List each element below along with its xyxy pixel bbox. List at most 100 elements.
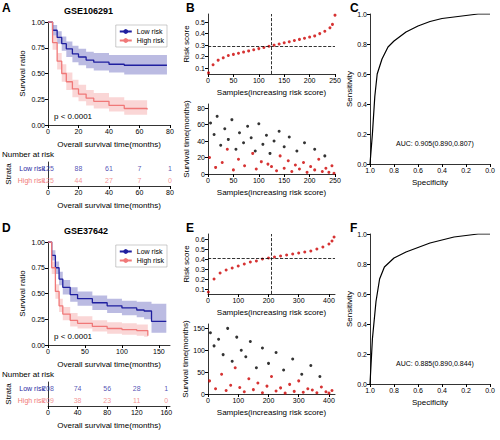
svg-text:80: 80: [103, 409, 111, 416]
svg-text:GSE106291: GSE106291: [64, 6, 113, 16]
svg-text:20: 20: [75, 189, 83, 196]
svg-text:200: 200: [304, 77, 316, 84]
svg-text:1.0: 1.0: [357, 231, 367, 238]
svg-text:50: 50: [81, 348, 89, 355]
svg-text:40: 40: [197, 138, 205, 145]
svg-text:Overall survival time(months): Overall survival time(months): [57, 201, 161, 210]
svg-text:100: 100: [193, 347, 205, 354]
svg-text:Survival ratio: Survival ratio: [18, 50, 27, 97]
svg-text:0.25: 0.25: [31, 316, 45, 323]
svg-text:74: 74: [74, 385, 82, 392]
svg-text:Risk score: Risk score: [182, 25, 191, 63]
svg-text:40: 40: [105, 189, 113, 196]
svg-text:208: 208: [42, 385, 54, 392]
svg-text:0: 0: [201, 171, 205, 178]
svg-text:0: 0: [46, 348, 50, 355]
svg-text:p < 0.0001: p < 0.0001: [54, 112, 93, 121]
svg-text:p < 0.0001: p < 0.0001: [54, 332, 93, 341]
svg-text:Samples(increasing risk score): Samples(increasing risk score): [217, 88, 327, 97]
svg-text:AUC: 0.905(0.890,0.807): AUC: 0.905(0.890,0.807): [396, 140, 474, 148]
svg-text:AUC: 0.885(0.890,0.844): AUC: 0.885(0.890,0.844): [396, 360, 474, 368]
svg-text:0.4: 0.4: [437, 387, 447, 394]
svg-text:80: 80: [197, 105, 205, 112]
svg-text:60: 60: [136, 128, 144, 135]
svg-text:100: 100: [232, 397, 244, 404]
svg-text:1.00: 1.00: [31, 239, 45, 246]
svg-text:GSE37642: GSE37642: [64, 226, 108, 236]
svg-text:Samples(increasing risk score): Samples(increasing risk score): [217, 308, 327, 317]
svg-text:0.00: 0.00: [31, 122, 45, 129]
svg-text:125: 125: [42, 177, 54, 184]
svg-text:0.75: 0.75: [31, 44, 45, 51]
svg-text:56: 56: [103, 385, 111, 392]
svg-text:0.6: 0.6: [357, 291, 367, 298]
svg-text:27: 27: [105, 177, 113, 184]
svg-text:0.5: 0.5: [195, 246, 205, 253]
svg-text:Low risk: Low risk: [137, 248, 163, 255]
svg-text:Overall survival time(months): Overall survival time(months): [57, 360, 161, 369]
svg-text:200: 200: [304, 177, 316, 184]
svg-text:0: 0: [168, 177, 172, 184]
svg-text:0.2: 0.2: [195, 276, 205, 283]
svg-text:0: 0: [206, 297, 210, 304]
svg-text:Sensitivity: Sensitivity: [345, 291, 354, 327]
svg-text:100: 100: [253, 77, 265, 84]
svg-text:150: 150: [153, 348, 165, 355]
svg-text:Strata: Strata: [4, 383, 13, 405]
svg-text:1.0: 1.0: [365, 167, 375, 174]
svg-text:0.2: 0.2: [357, 351, 367, 358]
svg-text:Survival time(months): Survival time(months): [181, 320, 190, 398]
svg-text:Samples(increasing risk score): Samples(increasing risk score): [217, 408, 327, 417]
svg-text:0.8: 0.8: [389, 167, 399, 174]
svg-text:0: 0: [164, 397, 168, 404]
svg-text:0.2: 0.2: [195, 53, 205, 60]
svg-text:Number at risk: Number at risk: [2, 150, 55, 159]
svg-text:0.00: 0.00: [31, 342, 45, 349]
svg-text:0.3: 0.3: [195, 266, 205, 273]
svg-text:B: B: [186, 1, 195, 15]
svg-text:0.75: 0.75: [31, 264, 45, 271]
svg-text:80: 80: [166, 128, 174, 135]
svg-text:Number at risk: Number at risk: [2, 370, 55, 379]
svg-text:250: 250: [329, 177, 341, 184]
svg-text:1: 1: [164, 385, 168, 392]
svg-text:0.1: 0.1: [195, 286, 205, 293]
svg-text:0.3: 0.3: [195, 42, 205, 49]
svg-text:100: 100: [116, 348, 128, 355]
svg-text:0: 0: [206, 397, 210, 404]
svg-text:1.0: 1.0: [357, 11, 367, 18]
svg-text:125: 125: [42, 165, 54, 172]
svg-text:F: F: [350, 221, 357, 235]
svg-text:200: 200: [263, 297, 275, 304]
svg-text:Strata: Strata: [4, 163, 13, 185]
svg-text:0.8: 0.8: [389, 387, 399, 394]
svg-text:0: 0: [46, 189, 50, 196]
svg-text:Survival time(months): Survival time(months): [182, 100, 191, 178]
svg-text:0.4: 0.4: [195, 256, 205, 263]
svg-text:7: 7: [138, 177, 142, 184]
svg-text:0.50: 0.50: [31, 290, 45, 297]
svg-text:60: 60: [197, 121, 205, 128]
svg-text:0: 0: [201, 391, 205, 398]
svg-text:40: 40: [105, 128, 113, 135]
svg-text:Samples(increasing risk score): Samples(increasing risk score): [217, 188, 327, 197]
svg-text:400: 400: [323, 397, 335, 404]
svg-text:250: 250: [329, 77, 341, 84]
svg-text:0.0: 0.0: [485, 167, 495, 174]
svg-text:400: 400: [323, 297, 335, 304]
svg-text:0: 0: [46, 409, 50, 416]
svg-text:0.8: 0.8: [357, 261, 367, 268]
svg-text:1.00: 1.00: [31, 19, 45, 26]
svg-text:0.2: 0.2: [461, 387, 471, 394]
svg-text:50: 50: [230, 177, 238, 184]
svg-text:0.5: 0.5: [195, 19, 205, 26]
svg-text:Overall survival time(months): Overall survival time(months): [57, 421, 161, 430]
svg-text:50: 50: [230, 77, 238, 84]
svg-text:0.4: 0.4: [437, 167, 447, 174]
svg-text:0.50: 0.50: [31, 70, 45, 77]
svg-text:Risk score: Risk score: [182, 245, 191, 283]
svg-text:20: 20: [75, 128, 83, 135]
svg-text:0.6: 0.6: [413, 387, 423, 394]
svg-text:150: 150: [278, 77, 290, 84]
svg-text:0.6: 0.6: [195, 236, 205, 243]
